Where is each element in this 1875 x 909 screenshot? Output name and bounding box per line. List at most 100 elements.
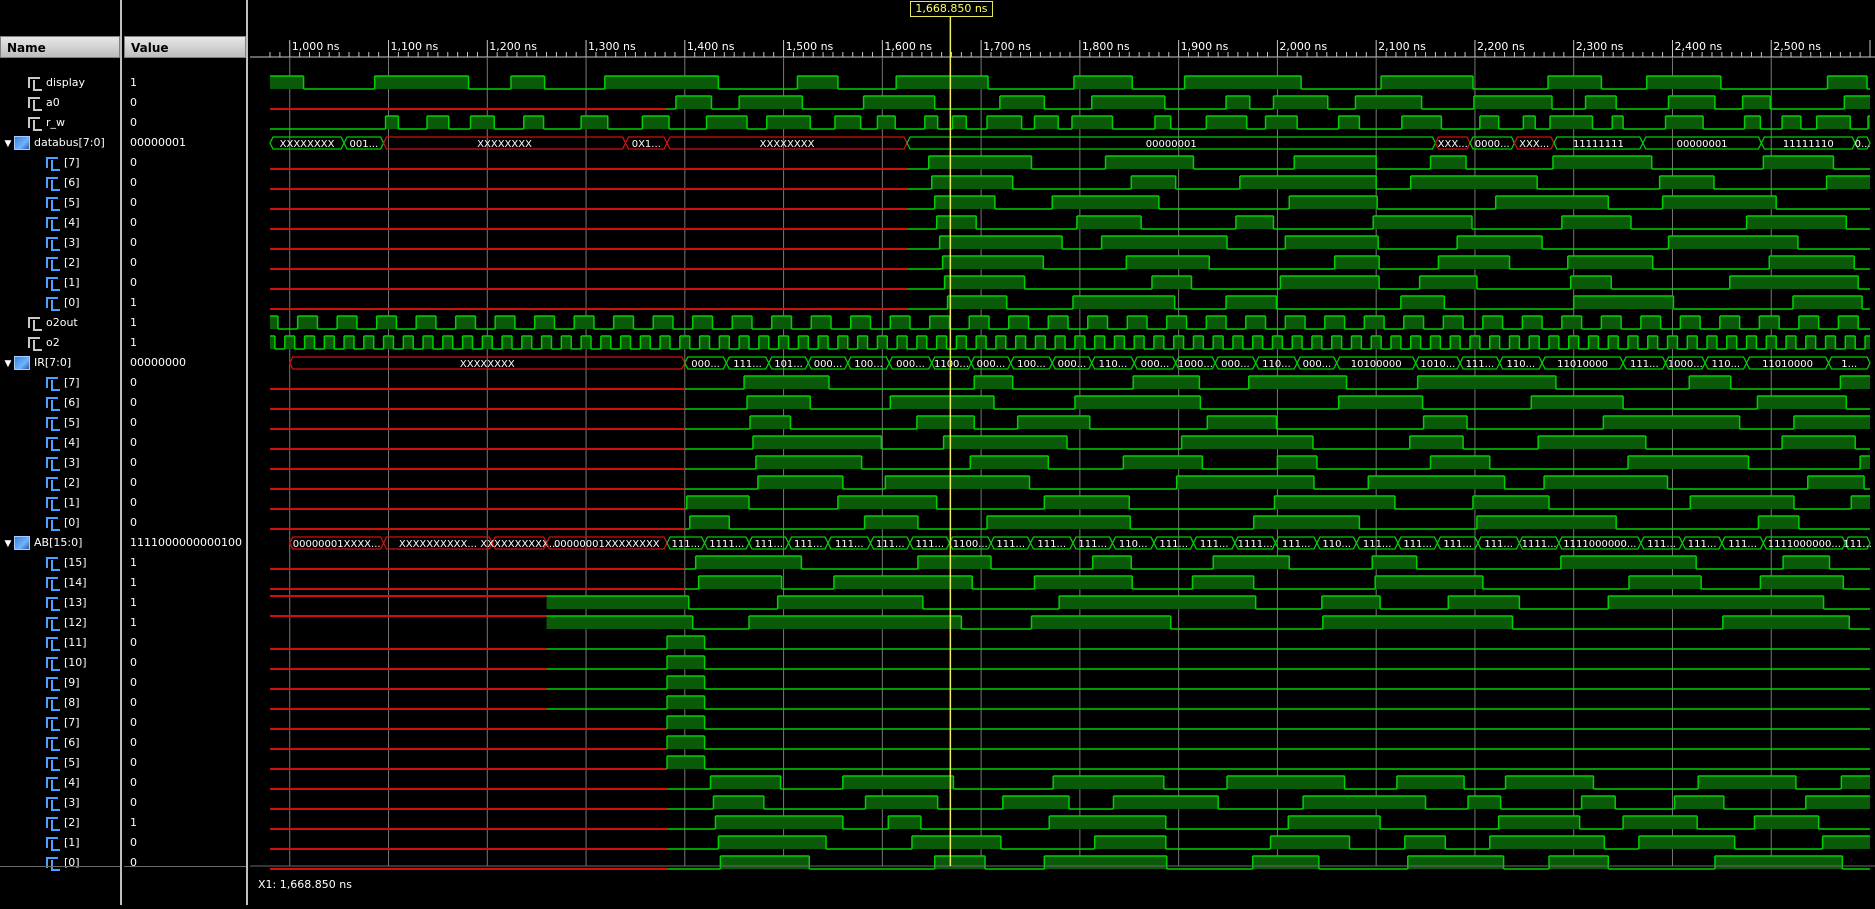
signal-row-4[interactable]: [4] [0,213,164,233]
high-fill [660,336,670,349]
signal-row-6[interactable]: [6] [0,393,164,413]
value-column-header[interactable]: Value [124,36,246,58]
high-fill [850,316,871,329]
ruler-label: 1,100 ns [391,40,439,53]
high-fill [897,336,908,349]
cursor-time-label[interactable]: 1,668.850 ns [910,1,993,17]
high-fill [1052,196,1159,209]
bus-value-label: 1000... [1668,359,1703,370]
signal-row-6[interactable]: [6] [0,733,164,753]
expand-toggle-icon[interactable]: ▼ [4,139,12,149]
signal-row-o2[interactable]: o2 [0,333,146,353]
signal-row-11[interactable]: [11] [0,633,164,653]
high-fill [1390,336,1401,349]
signal-name: databus[7:0] [34,136,105,149]
high-fill [1232,336,1243,349]
signal-row-8[interactable]: [8] [0,693,164,713]
signal-row-12[interactable]: [12] [0,613,164,633]
expand-toggle-icon[interactable]: ▼ [4,359,12,369]
signal-row-3[interactable]: [3] [0,793,164,813]
signal-value: 0 [130,196,137,209]
high-fill [1509,336,1520,349]
high-fill [939,236,1063,249]
signal-row-14[interactable]: [14] [0,573,164,593]
bus-value-label: 1000... [1178,359,1213,370]
high-fill [574,316,594,329]
signal-row-databus70[interactable]: ▼ databus[7:0] [0,133,122,153]
high-fill [837,336,848,349]
high-fill [1807,476,1865,489]
signal-row-1[interactable]: [1] [0,273,164,293]
waveform-panel[interactable]: 1,000 ns 1,100 ns 1,200 ns 1,300 ns 1,400 ns… [250,0,1875,905]
signal-row-7[interactable]: [7] [0,373,164,393]
high-fill [1087,316,1108,329]
signal-row-1[interactable]: [1] [0,833,164,853]
waveform-canvas[interactable]: 1,000 ns 1,100 ns 1,200 ns 1,300 ns 1,400 ns… [250,0,1875,905]
time-ruler [250,0,1875,58]
signal-row-4[interactable]: [4] [0,773,164,793]
bit-signal-icon [44,716,60,731]
high-fill [911,836,1001,849]
ruler-label: 2,500 ns [1773,40,1821,53]
high-fill [1303,796,1426,809]
bus-value-label: 111... [1159,539,1188,550]
signal-row-13[interactable]: [13] [0,593,164,613]
high-fill [1226,96,1250,109]
signal-row-10[interactable]: [10] [0,653,164,673]
bus-value-label: 0X1... [632,139,661,150]
signal-row-display[interactable]: display [0,73,146,93]
high-fill [970,456,1049,469]
signal-row-3[interactable]: [3] [0,233,164,253]
high-fill [1754,816,1819,829]
high-fill [1687,336,1698,349]
high-fill [857,336,868,349]
high-fill [749,616,962,629]
high-fill [1560,556,1697,569]
bus-value-label: 110... [1119,539,1148,550]
signal-row-2[interactable]: [2] [0,813,164,833]
signal-row-r_w[interactable]: r_w [0,113,146,133]
signal-row-4[interactable]: [4] [0,433,164,453]
signal-row-IR70[interactable]: ▼ IR[7:0] [0,353,122,373]
high-fill [1396,776,1465,789]
signal-row-a0[interactable]: a0 [0,93,146,113]
signal-row-2[interactable]: [2] [0,473,164,493]
high-fill [600,336,611,349]
signal-row-AB150[interactable]: ▼ AB[15:0] [0,533,122,553]
waveform-trace [270,555,1870,570]
signal-row-5[interactable]: [5] [0,753,164,773]
high-fill [1134,336,1145,349]
expand-toggle-icon[interactable]: ▼ [4,539,12,549]
ruler-label: 1,700 ns [983,40,1031,53]
signal-row-7[interactable]: [7] [0,713,164,733]
ruler-label: 2,100 ns [1378,40,1426,53]
waveform-trace [270,755,1870,770]
signal-value: 0 [130,436,137,449]
name-column-header[interactable]: Name [0,36,120,58]
signal-row-15[interactable]: [15] [0,553,164,573]
signal-row-5[interactable]: [5] [0,413,164,433]
high-fill [1285,316,1306,329]
high-fill [667,636,705,649]
high-fill [1662,196,1777,209]
high-fill [1245,316,1266,329]
signal-row-9[interactable]: [9] [0,673,164,693]
signal-row-2[interactable]: [2] [0,253,164,273]
signal-row-o2out[interactable]: o2out [0,313,146,333]
signal-row-1[interactable]: [1] [0,493,164,513]
signal-row-0[interactable]: [0] [0,513,164,533]
signal-row-0[interactable]: [0] [0,293,164,313]
high-fill [1273,96,1328,109]
signal-row-6[interactable]: [6] [0,173,164,193]
high-fill [1074,336,1085,349]
signal-name: [7] [64,716,80,729]
high-fill [890,316,910,329]
signal-row-3[interactable]: [3] [0,453,164,473]
high-fill [675,96,712,109]
high-fill [1443,316,1464,329]
high-fill [546,596,689,609]
signal-row-5[interactable]: [5] [0,193,164,213]
signal-row-0[interactable]: [0] [0,853,164,873]
high-fill [1601,316,1622,329]
signal-row-7[interactable]: [7] [0,153,164,173]
